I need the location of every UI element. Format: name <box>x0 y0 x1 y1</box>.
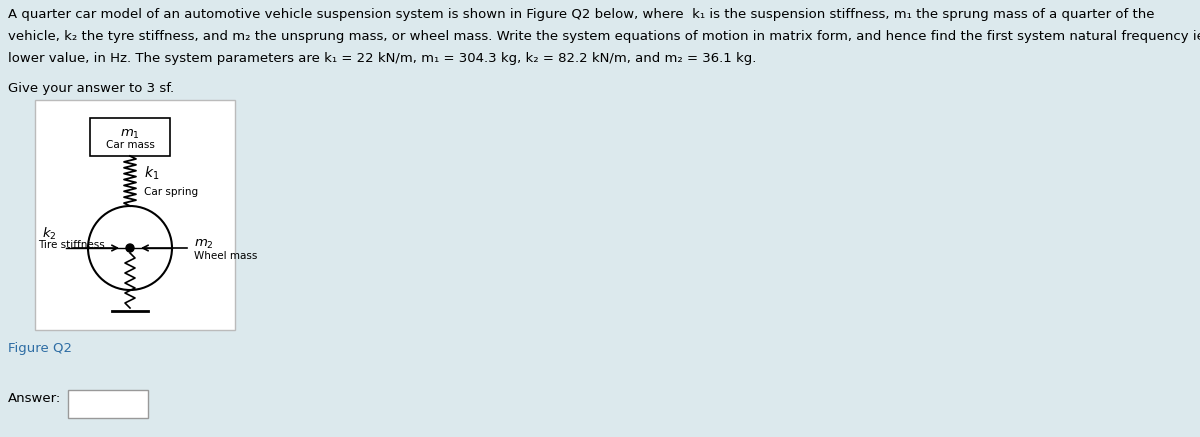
Bar <box>35 100 235 330</box>
Text: A quarter car model of an automotive vehicle suspension system is shown in Figur: A quarter car model of an automotive veh… <box>8 8 1154 21</box>
Text: vehicle, k₂ the tyre stiffness, and m₂ the unsprung mass, or wheel mass. Write t: vehicle, k₂ the tyre stiffness, and m₂ t… <box>8 30 1200 43</box>
Text: Tire stiffness: Tire stiffness <box>38 240 104 250</box>
Bar <box>90 118 170 156</box>
Text: $m_2$: $m_2$ <box>194 238 214 251</box>
Text: $m_1$: $m_1$ <box>120 128 140 141</box>
Text: $k_1$: $k_1$ <box>144 164 160 182</box>
Bar <box>68 390 148 418</box>
Text: lower value, in Hz. The system parameters are k₁ = 22 kN/m, m₁ = 304.3 kg, k₂ = : lower value, in Hz. The system parameter… <box>8 52 756 65</box>
Text: Car spring: Car spring <box>144 187 198 197</box>
Text: Figure Q2: Figure Q2 <box>8 342 72 355</box>
Circle shape <box>126 244 134 252</box>
Text: Answer:: Answer: <box>8 392 61 405</box>
Text: Give your answer to 3 sf.: Give your answer to 3 sf. <box>8 82 174 95</box>
Text: Wheel mass: Wheel mass <box>194 251 257 261</box>
Text: $k_2$: $k_2$ <box>42 226 56 242</box>
Text: Car mass: Car mass <box>106 140 155 150</box>
